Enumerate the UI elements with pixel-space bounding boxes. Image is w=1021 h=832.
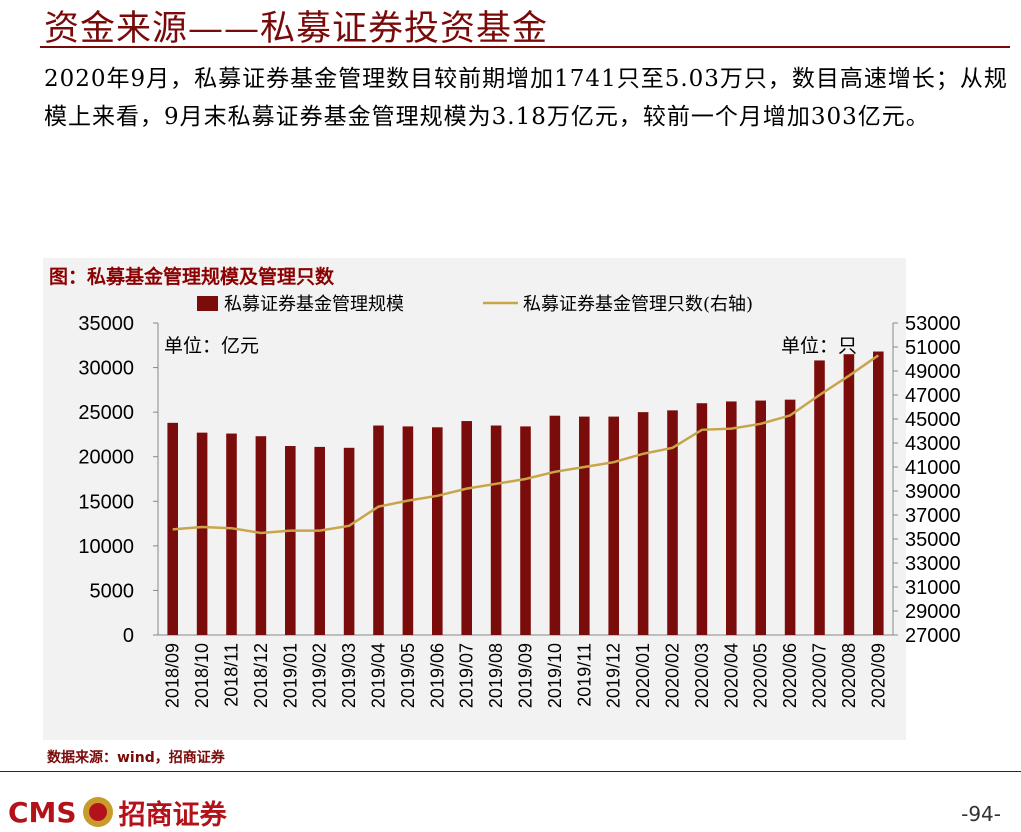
bar-2019-04 xyxy=(373,425,384,635)
footer-divider xyxy=(0,771,1021,772)
x-tick-label: 2020/04 xyxy=(721,643,741,708)
right-tick-label: 29000 xyxy=(905,601,961,623)
x-tick-label: 2020/07 xyxy=(810,643,830,708)
summary-paragraph: 2020年9月，私募证券基金管理数目较前期增加1741只至5.03万只，数目高速… xyxy=(44,66,1008,130)
x-tick-label: 2019/03 xyxy=(339,643,359,708)
x-tick-label: 2019/06 xyxy=(427,643,447,708)
company-logo: CMS 招商证券 xyxy=(8,793,227,831)
bar-2020-05 xyxy=(755,400,766,635)
right-tick-label: 37000 xyxy=(905,505,961,527)
bar-2018-12 xyxy=(255,436,267,635)
bar-2020-01 xyxy=(637,412,649,635)
bar-2020-04 xyxy=(726,401,737,635)
x-tick-label: 2020/06 xyxy=(780,643,800,708)
page-number: -94- xyxy=(961,802,1001,826)
x-tick-label: 2020/01 xyxy=(633,643,653,708)
x-tick-label: 2019/02 xyxy=(310,643,330,708)
x-tick-label: 2019/05 xyxy=(398,643,418,708)
legend-bar-swatch xyxy=(197,296,218,311)
right-tick-label: 39000 xyxy=(905,481,961,503)
x-tick-label: 2019/12 xyxy=(604,643,624,708)
x-tick-label: 2019/08 xyxy=(486,643,506,708)
bar-2020-03 xyxy=(696,403,708,635)
bar-2019-12 xyxy=(608,416,619,635)
page-title: 资金来源——私募证券投资基金 xyxy=(44,9,549,49)
bar-2019-02 xyxy=(314,446,325,635)
left-tick-label: 10000 xyxy=(78,536,134,558)
bar-2019-05 xyxy=(402,426,414,635)
bar-2019-06 xyxy=(432,427,443,635)
chart-title: 图：私募基金管理规模及管理只数 xyxy=(49,266,335,288)
title-divider xyxy=(40,46,1010,48)
x-tick-label: 2018/10 xyxy=(192,643,212,708)
right-tick-label: 31000 xyxy=(905,577,961,599)
left-tick-label: 5000 xyxy=(90,580,135,602)
right-tick-label: 33000 xyxy=(905,553,961,575)
legend-line-label: 私募证券基金管理只数(右轴) xyxy=(523,294,753,315)
right-tick-label: 53000 xyxy=(905,313,961,335)
x-tick-label: 2020/03 xyxy=(692,643,712,708)
right-tick-label: 51000 xyxy=(905,337,961,359)
left-tick-label: 15000 xyxy=(78,491,134,513)
x-tick-label: 2020/05 xyxy=(751,643,771,708)
bar-2019-08 xyxy=(490,425,502,635)
right-tick-label: 27000 xyxy=(905,625,961,647)
right-tick-label: 43000 xyxy=(905,433,961,455)
x-tick-label: 2020/02 xyxy=(663,643,683,708)
legend-bar-label: 私募证券基金管理规模 xyxy=(224,294,404,315)
bar-2019-07 xyxy=(461,421,472,635)
x-tick-label: 2019/04 xyxy=(369,643,389,708)
logo-emblem-icon xyxy=(82,797,113,827)
line-series-count xyxy=(172,354,880,535)
right-tick-label: 35000 xyxy=(905,529,961,551)
bar-2019-10 xyxy=(549,415,561,635)
right-tick-label: 41000 xyxy=(905,457,961,479)
x-tick-label: 2020/08 xyxy=(839,643,859,708)
bar-2020-09 xyxy=(873,351,884,635)
logo-cms-text: CMS xyxy=(8,795,77,829)
right-tick-label: 49000 xyxy=(905,361,961,383)
bar-2019-11 xyxy=(579,416,590,635)
bar-2019-09 xyxy=(520,426,531,635)
left-tick-label: 30000 xyxy=(78,358,134,380)
x-tick-label: 2019/01 xyxy=(280,643,300,708)
x-tick-label: 2018/09 xyxy=(163,643,183,708)
x-tick-label: 2018/11 xyxy=(222,643,242,707)
x-tick-label: 2019/09 xyxy=(516,643,536,708)
bar-2019-01 xyxy=(285,446,296,635)
x-tick-label: 2019/07 xyxy=(457,643,477,708)
right-tick-label: 45000 xyxy=(905,409,961,431)
right-unit-label: 单位：只 xyxy=(781,335,857,357)
data-source: 数据来源：wind，招商证券 xyxy=(47,750,225,766)
left-tick-label: 25000 xyxy=(78,402,134,424)
x-tick-label: 2019/10 xyxy=(545,643,565,708)
bar-2020-02 xyxy=(667,410,678,635)
x-tick-label: 2020/09 xyxy=(868,643,888,708)
bar-2019-03 xyxy=(343,447,355,635)
left-unit-label: 单位：亿元 xyxy=(164,335,259,357)
bar-2018-10 xyxy=(196,432,208,635)
x-tick-label: 2018/12 xyxy=(251,643,271,708)
left-tick-label: 20000 xyxy=(78,447,134,469)
bar-2020-06 xyxy=(784,399,796,635)
bar-2018-11 xyxy=(226,433,237,635)
logo-cn-text: 招商证券 xyxy=(118,799,227,831)
x-tick-label: 2019/11 xyxy=(574,643,594,707)
bar-2020-07 xyxy=(814,360,825,635)
left-tick-label: 0 xyxy=(123,625,134,647)
right-tick-label: 47000 xyxy=(905,385,961,407)
bar-2020-08 xyxy=(843,354,855,635)
left-tick-label: 35000 xyxy=(78,313,134,335)
